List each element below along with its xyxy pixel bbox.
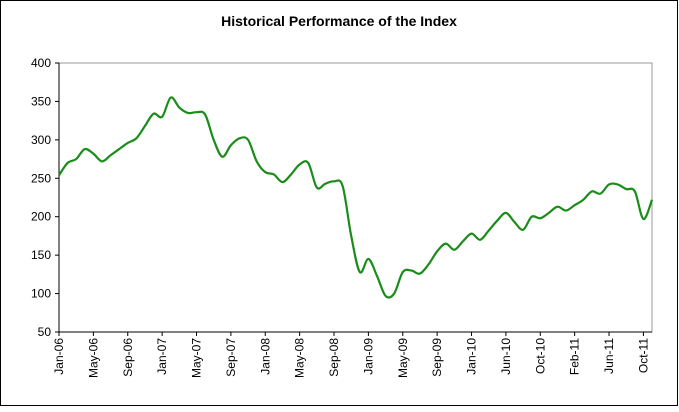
- chart-title: Historical Performance of the Index: [221, 13, 457, 29]
- x-tick-label: Oct-11: [636, 338, 650, 373]
- x-tick-label: Jan-08: [258, 338, 272, 375]
- y-tick-label: 150: [31, 248, 51, 262]
- x-tick-label: Jan-10: [465, 338, 479, 375]
- y-tick-label: 50: [38, 325, 52, 339]
- x-tick-label: May-06: [86, 338, 100, 378]
- x-tick-label: May-08: [293, 338, 307, 378]
- y-tick-label: 300: [31, 133, 51, 147]
- x-tick-label: Sep-09: [430, 338, 444, 377]
- x-tick-label: Feb-11: [568, 338, 582, 375]
- x-tick-label: Sep-08: [327, 338, 341, 377]
- y-tick-label: 200: [31, 210, 51, 224]
- y-tick-label: 250: [31, 171, 51, 185]
- x-tick-label: Oct-10: [533, 338, 547, 374]
- x-tick-label: Jan-07: [155, 338, 169, 375]
- x-tick-label: May-07: [190, 338, 204, 378]
- x-tick-label: Sep-07: [224, 338, 238, 377]
- x-tick-label: Jun-11: [602, 338, 616, 374]
- x-tick-label: Sep-06: [121, 338, 135, 377]
- y-tick-label: 350: [31, 94, 51, 108]
- line-series: [58, 96, 654, 299]
- x-tick-label: May-09: [396, 338, 410, 378]
- x-tick-label: Jun-10: [499, 338, 513, 375]
- y-tick-label: 400: [31, 56, 51, 70]
- y-tick-label: 100: [31, 287, 51, 301]
- x-tick-label: Jan-06: [52, 338, 66, 375]
- x-tick-label: Jan-09: [361, 338, 375, 375]
